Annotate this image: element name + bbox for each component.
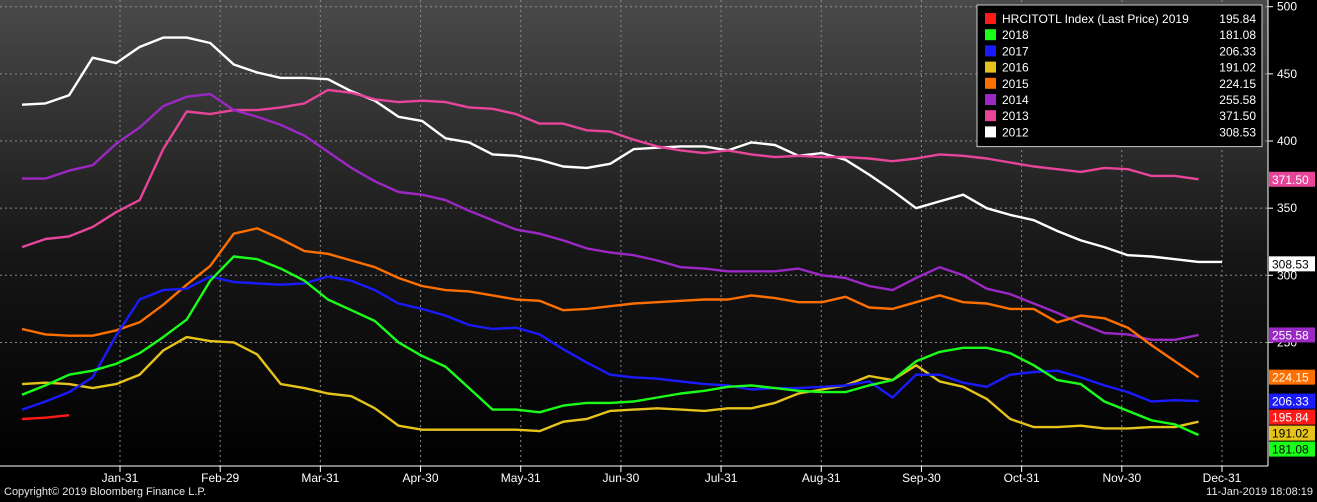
legend-name: HRCITOTL Index (Last Price) 2019 bbox=[1002, 12, 1189, 26]
x-tick-label: May-31 bbox=[501, 471, 541, 485]
y-tick-label: 350 bbox=[1277, 201, 1297, 215]
end-value-labels: 371.50 308.53 255.58 224.15 206.33 195.84 191.… bbox=[1269, 171, 1315, 457]
x-axis-ticks: Jan-31 Feb-29 Mar-31 Apr-30 May-31 Jun-30 Jul-… bbox=[102, 466, 1242, 485]
legend-value: 206.33 bbox=[1219, 44, 1256, 58]
series-line bbox=[21, 275, 1199, 411]
end-label-box bbox=[1269, 256, 1315, 272]
x-tick-label: Jul-31 bbox=[705, 471, 738, 485]
end-label-text: 371.50 bbox=[1272, 173, 1309, 187]
legend-name: 2013 bbox=[1002, 109, 1029, 123]
timestamp-text: 11-Jan-2019 18:08:19 bbox=[1206, 486, 1313, 498]
series-line bbox=[21, 36, 1222, 264]
y-axis-ticks: 500450400350300250 bbox=[1268, 0, 1297, 349]
x-tick-label: Oct-31 bbox=[1004, 471, 1040, 485]
x-tick-label: Jan-31 bbox=[102, 471, 139, 485]
end-label-box bbox=[1269, 327, 1315, 343]
x-tick-label: Feb-29 bbox=[201, 471, 239, 485]
x-tick-label: Apr-30 bbox=[403, 471, 439, 485]
end-label-text: 191.02 bbox=[1272, 427, 1309, 441]
legend-value: 181.08 bbox=[1219, 28, 1256, 42]
legend-value: 308.53 bbox=[1219, 125, 1256, 139]
x-tick-label: Jun-30 bbox=[603, 471, 640, 485]
legend-swatch bbox=[985, 61, 996, 73]
legend-value: 195.84 bbox=[1219, 12, 1256, 26]
series-line bbox=[21, 88, 1199, 249]
series-line bbox=[21, 227, 1200, 379]
x-tick-label: Dec-31 bbox=[1203, 471, 1242, 485]
y-tick-label: 300 bbox=[1277, 268, 1297, 282]
end-label-box bbox=[1269, 393, 1315, 409]
end-label-box bbox=[1269, 441, 1315, 457]
legend-name: 2016 bbox=[1002, 61, 1029, 75]
y-tick-label: 400 bbox=[1277, 134, 1297, 148]
legend-value: 371.50 bbox=[1219, 109, 1256, 123]
legend: HRCITOTL Index (Last Price) 2019 195.84 20… bbox=[976, 4, 1263, 148]
legend-name: 2017 bbox=[1002, 44, 1029, 58]
legend-name: 2012 bbox=[1002, 125, 1029, 139]
legend-swatch bbox=[985, 77, 996, 89]
series-lines bbox=[21, 36, 1222, 437]
x-tick-label: Nov-30 bbox=[1102, 471, 1141, 485]
end-label-box bbox=[1269, 171, 1315, 187]
end-label-text: 181.08 bbox=[1272, 443, 1309, 457]
x-tick-label: Sep-30 bbox=[902, 471, 941, 485]
end-label-text: 195.84 bbox=[1272, 411, 1309, 425]
series-line bbox=[21, 414, 70, 421]
end-label-box bbox=[1269, 409, 1315, 425]
x-tick-label: Mar-31 bbox=[301, 471, 339, 485]
end-label-box bbox=[1269, 425, 1315, 441]
y-tick-label: 450 bbox=[1277, 67, 1297, 81]
legend-box bbox=[976, 4, 1263, 148]
copyright-text: Copyright© 2019 Bloomberg Finance L.P. bbox=[4, 486, 207, 498]
legend-swatch bbox=[985, 13, 996, 24]
legend-swatch bbox=[985, 110, 996, 122]
series-line bbox=[21, 335, 1199, 433]
legend-name: 2018 bbox=[1002, 28, 1029, 42]
legend-value: 255.58 bbox=[1219, 93, 1256, 107]
legend-swatch bbox=[985, 94, 996, 105]
end-label-text: 224.15 bbox=[1272, 371, 1309, 385]
end-label-text: 206.33 bbox=[1272, 395, 1309, 409]
legend-swatch bbox=[985, 45, 996, 57]
legend-value: 191.02 bbox=[1219, 61, 1256, 75]
series-line bbox=[21, 255, 1199, 437]
series-line bbox=[22, 92, 1199, 341]
x-tick-label: Aug-31 bbox=[802, 471, 841, 485]
legend-name: 2014 bbox=[1002, 93, 1029, 107]
legend-swatch bbox=[985, 29, 996, 41]
legend-swatch bbox=[985, 126, 996, 138]
y-tick-label: 500 bbox=[1277, 0, 1297, 14]
end-label-text: 255.58 bbox=[1272, 328, 1309, 342]
legend-name: 2015 bbox=[1002, 77, 1029, 91]
end-label-text: 308.53 bbox=[1272, 257, 1309, 271]
end-label-box bbox=[1269, 369, 1315, 385]
legend-value: 224.15 bbox=[1219, 77, 1256, 91]
